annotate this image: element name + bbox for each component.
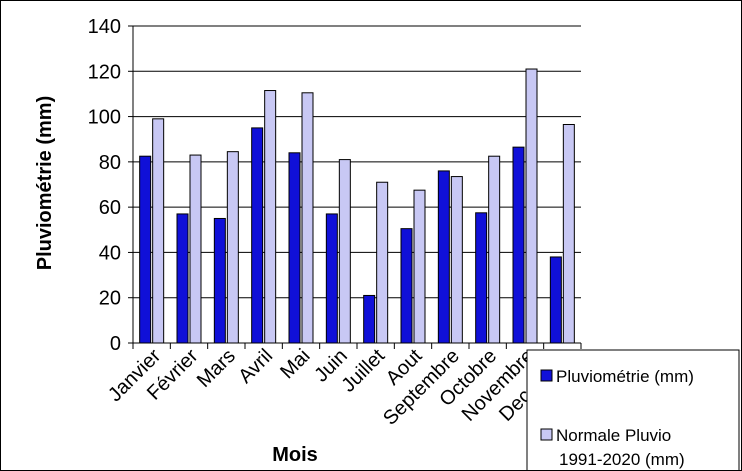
y-tick-120: 120 (88, 61, 121, 83)
legend-swatch-pluviometrie (540, 369, 553, 382)
bar-normale-mai (301, 92, 314, 344)
bar-pluviometrie-avril (251, 127, 264, 344)
bar-pluviometrie-juin (325, 213, 338, 344)
y-tick-40: 40 (99, 242, 121, 264)
bar-pluviometrie-janvier (139, 155, 152, 344)
y-axis-title: Pluviométrie (mm) (34, 96, 56, 270)
bar-normale-aout (413, 189, 426, 344)
bar-pluviometrie-mars (213, 217, 226, 344)
x-tick-labels: JanvierFévrierMarsAvrilMaiJuinJuilletAou… (104, 345, 576, 430)
bar-normale-decembre (562, 123, 575, 344)
x-tick-mai: Mai (276, 345, 314, 383)
x-tick-mars: Mars (193, 345, 240, 392)
bar-pluviometrie-novembre (512, 146, 525, 344)
x-tick-avril: Avril (234, 345, 277, 388)
y-tick-20: 20 (99, 288, 121, 310)
bar-normale-mars (226, 151, 239, 344)
y-tick-100: 100 (88, 107, 121, 129)
x-tick-juillet: Juillet (337, 345, 389, 397)
bar-pluviometrie-aout (400, 228, 413, 344)
bar-normale-octobre (488, 155, 501, 344)
y-tick-140: 140 (88, 16, 121, 38)
y-tick-0: 0 (110, 333, 121, 355)
bar-pluviometrie-decembre (549, 256, 562, 344)
bars (139, 68, 575, 344)
legend-box (526, 349, 740, 470)
bar-normale-novembre (525, 68, 538, 344)
legend-label-normale-line2: 1991-2020 (mm) (559, 450, 685, 469)
legend-label-normale-line1: Normale Pluvio (556, 426, 671, 445)
gridlines (133, 25, 581, 299)
legend-label-pluviometrie: Pluviométrie (mm) (556, 367, 694, 386)
bar-pluviometrie-fevrier (176, 213, 189, 344)
axes (132, 26, 582, 349)
legend: Pluviométrie (mm) Normale Pluvio 1991-20… (526, 349, 740, 470)
bar-pluviometrie-mai (288, 152, 301, 344)
bar-normale-avril (264, 90, 277, 344)
bar-pluviometrie-juillet (363, 294, 376, 344)
bar-normale-janvier (152, 118, 165, 344)
bar-normale-juillet (376, 181, 389, 344)
y-tick-80: 80 (99, 152, 121, 174)
y-tick-labels: 0 20 40 60 80 100 120 140 (88, 16, 133, 355)
y-tick-60: 60 (99, 197, 121, 219)
x-axis-title: Mois (272, 444, 318, 466)
bar-pluviometrie-octobre (475, 212, 488, 344)
bar-pluviometrie-septembre (437, 170, 450, 344)
bar-normale-septembre (450, 176, 463, 344)
legend-swatch-normale (540, 428, 553, 441)
bar-normale-juin (338, 159, 351, 344)
bar-normale-fevrier (189, 154, 202, 344)
